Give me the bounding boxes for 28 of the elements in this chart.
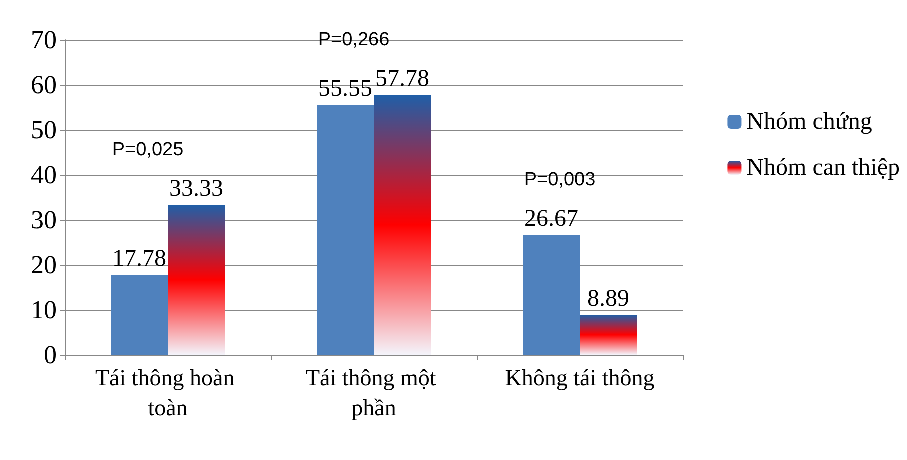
y-tick-label: 60 [31,70,57,100]
bar [374,94,431,355]
y-tick-label: 40 [31,160,57,190]
x-tick-label: Tái thông một phần [306,366,442,420]
data-label: 55.55 [318,76,372,102]
y-tick-label: 70 [31,26,57,54]
data-label: 26.67 [524,206,578,232]
x-tick-label: Tái thông hoàn toàn [96,366,240,420]
bar [523,234,580,355]
data-label: 57.78 [376,66,430,92]
y-tick-label: 50 [31,116,57,144]
y-tick-label: 20 [31,250,57,280]
x-tick-label: Không tái thông [505,366,656,390]
y-tick-label: 10 [31,296,57,324]
annotation: P=0,025 [112,140,184,161]
legend-label: Nhóm chứng [746,109,872,135]
data-label: 17.78 [112,246,166,272]
bar [580,314,637,355]
bar [317,105,374,355]
data-label: 8.89 [588,286,630,312]
data-label: 33.33 [170,176,224,202]
annotation: P=0,266 [318,29,390,50]
y-tick-label: 0 [44,340,57,370]
bar [168,205,225,355]
bar [111,274,168,355]
annotation: P=0,003 [524,169,596,190]
y-tick-label: 30 [31,206,57,234]
legend-label: Nhóm can thiệp [746,155,900,181]
